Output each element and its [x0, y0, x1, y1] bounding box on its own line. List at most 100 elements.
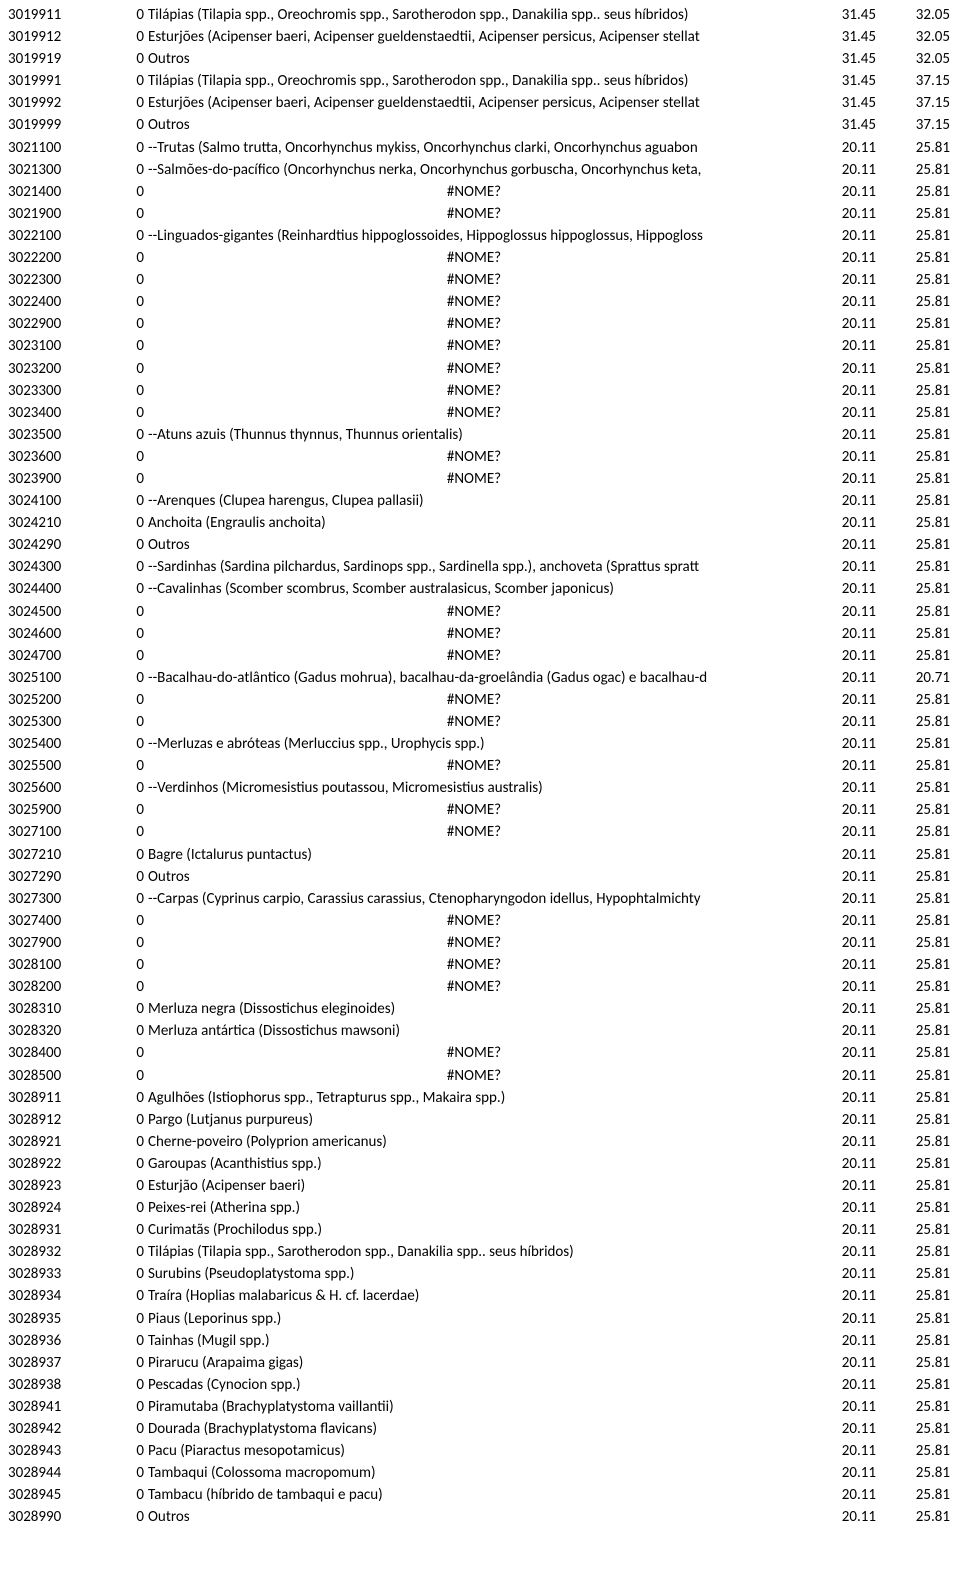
cell-error: #NOME? — [148, 468, 802, 490]
cell-zero: 0 — [82, 402, 148, 424]
cell-zero: 0 — [82, 1087, 148, 1109]
cell-value-2: 25.81 — [880, 1352, 950, 1374]
cell-code: 3028938 — [8, 1374, 82, 1396]
cell-value-2: 25.81 — [880, 468, 950, 490]
table-row: 30289420Dourada (Brachyplatystoma flavic… — [8, 1418, 950, 1440]
table-row: 30219000#NOME?20.1125.81 — [8, 203, 950, 225]
cell-code: 3025400 — [8, 733, 82, 755]
table-row: 30241000--Arenques (Clupea harengus, Clu… — [8, 490, 950, 512]
cell-value-2: 25.81 — [880, 645, 950, 667]
cell-code: 3019919 — [8, 48, 82, 70]
table-row: 30236000#NOME?20.1125.81 — [8, 446, 950, 468]
cell-description: Pargo (Lutjanus purpureus) — [148, 1109, 802, 1131]
cell-description: Outros — [148, 48, 802, 70]
cell-code: 3024210 — [8, 512, 82, 534]
cell-code: 3028320 — [8, 1020, 82, 1042]
cell-error: #NOME? — [148, 1065, 802, 1087]
cell-value-1: 20.11 — [802, 932, 880, 954]
cell-error: #NOME? — [148, 313, 802, 335]
cell-code: 3019911 — [8, 4, 82, 26]
cell-description: --Sardinhas (Sardina pilchardus, Sardino… — [148, 556, 802, 578]
cell-value-2: 25.81 — [880, 1241, 950, 1263]
table-row: 30199110Tilápias (Tilapia spp., Oreochro… — [8, 4, 950, 26]
cell-zero: 0 — [82, 4, 148, 26]
cell-error: #NOME? — [148, 358, 802, 380]
cell-zero: 0 — [82, 1020, 148, 1042]
table-row: 30245000#NOME?20.1125.81 — [8, 601, 950, 623]
cell-code: 3028945 — [8, 1484, 82, 1506]
table-row: 30199910Tilápias (Tilapia spp., Oreochro… — [8, 70, 950, 92]
cell-code: 3028921 — [8, 1131, 82, 1153]
cell-value-2: 25.81 — [880, 1484, 950, 1506]
cell-value-1: 31.45 — [802, 92, 880, 114]
cell-zero: 0 — [82, 468, 148, 490]
cell-code: 3021900 — [8, 203, 82, 225]
cell-value-1: 20.11 — [802, 556, 880, 578]
cell-value-1: 20.11 — [802, 380, 880, 402]
cell-value-2: 25.81 — [880, 910, 950, 932]
cell-value-1: 20.11 — [802, 998, 880, 1020]
table-row: 30253000#NOME?20.1125.81 — [8, 711, 950, 733]
table-row: 30231000#NOME?20.1125.81 — [8, 335, 950, 357]
cell-error: #NOME? — [148, 645, 802, 667]
cell-description: --Arenques (Clupea harengus, Clupea pall… — [148, 490, 802, 512]
cell-value-1: 20.11 — [802, 1263, 880, 1285]
cell-code: 3019991 — [8, 70, 82, 92]
cell-value-2: 25.81 — [880, 247, 950, 269]
cell-zero: 0 — [82, 1065, 148, 1087]
table-row: 30222000#NOME?20.1125.81 — [8, 247, 950, 269]
cell-value-1: 20.11 — [802, 402, 880, 424]
cell-error: #NOME? — [148, 821, 802, 843]
table-row: 30282000#NOME?20.1125.81 — [8, 976, 950, 998]
cell-zero: 0 — [82, 711, 148, 733]
cell-error: #NOME? — [148, 247, 802, 269]
table-row: 30284000#NOME?20.1125.81 — [8, 1042, 950, 1064]
cell-code: 3019992 — [8, 92, 82, 114]
cell-value-2: 25.81 — [880, 1506, 950, 1528]
cell-value-1: 20.11 — [802, 358, 880, 380]
table-row: 30289310Curimatãs (Prochilodus spp.)20.1… — [8, 1219, 950, 1241]
table-row: 30243000--Sardinhas (Sardina pilchardus,… — [8, 556, 950, 578]
cell-error: #NOME? — [148, 335, 802, 357]
cell-description: Surubins (Pseudoplatystoma spp.) — [148, 1263, 802, 1285]
cell-error: #NOME? — [148, 181, 802, 203]
cell-error: #NOME? — [148, 910, 802, 932]
cell-value-1: 20.11 — [802, 1462, 880, 1484]
cell-value-1: 20.11 — [802, 534, 880, 556]
cell-zero: 0 — [82, 1263, 148, 1285]
cell-value-2: 25.81 — [880, 1197, 950, 1219]
cell-description: --Verdinhos (Micromesistius poutassou, M… — [148, 777, 802, 799]
cell-value-2: 25.81 — [880, 888, 950, 910]
cell-description: Bagre (Ictalurus puntactus) — [148, 844, 802, 866]
cell-description: Outros — [148, 866, 802, 888]
cell-code: 3025200 — [8, 689, 82, 711]
table-row: 30213000--Salmões-do-pacífico (Oncorhync… — [8, 159, 950, 181]
table-row: 30289330Surubins (Pseudoplatystoma spp.)… — [8, 1263, 950, 1285]
cell-value-1: 20.11 — [802, 1418, 880, 1440]
cell-zero: 0 — [82, 689, 148, 711]
cell-code: 3024400 — [8, 578, 82, 600]
cell-value-1: 20.11 — [802, 512, 880, 534]
cell-zero: 0 — [82, 1109, 148, 1131]
cell-code: 3028990 — [8, 1506, 82, 1528]
cell-zero: 0 — [82, 291, 148, 313]
cell-code: 3025300 — [8, 711, 82, 733]
cell-zero: 0 — [82, 70, 148, 92]
cell-value-1: 20.11 — [802, 247, 880, 269]
cell-code: 3028923 — [8, 1175, 82, 1197]
table-row: 30283100Merluza negra (Dissostichus eleg… — [8, 998, 950, 1020]
table-row: 30289370Pirarucu (Arapaima gigas)20.1125… — [8, 1352, 950, 1374]
cell-description: --Salmões-do-pacífico (Oncorhynchus nerk… — [148, 159, 802, 181]
cell-zero: 0 — [82, 1462, 148, 1484]
cell-code: 3023100 — [8, 335, 82, 357]
cell-value-2: 25.81 — [880, 733, 950, 755]
cell-zero: 0 — [82, 755, 148, 777]
cell-zero: 0 — [82, 1484, 148, 1506]
table-row: 30289440Tambaqui (Colossoma macropomum)2… — [8, 1462, 950, 1484]
cell-zero: 0 — [82, 998, 148, 1020]
cell-code: 3024290 — [8, 534, 82, 556]
cell-value-1: 20.11 — [802, 1308, 880, 1330]
table-row: 30289410Piramutaba (Brachyplatystoma vai… — [8, 1396, 950, 1418]
cell-value-2: 25.81 — [880, 777, 950, 799]
table-row: 30214000#NOME?20.1125.81 — [8, 181, 950, 203]
